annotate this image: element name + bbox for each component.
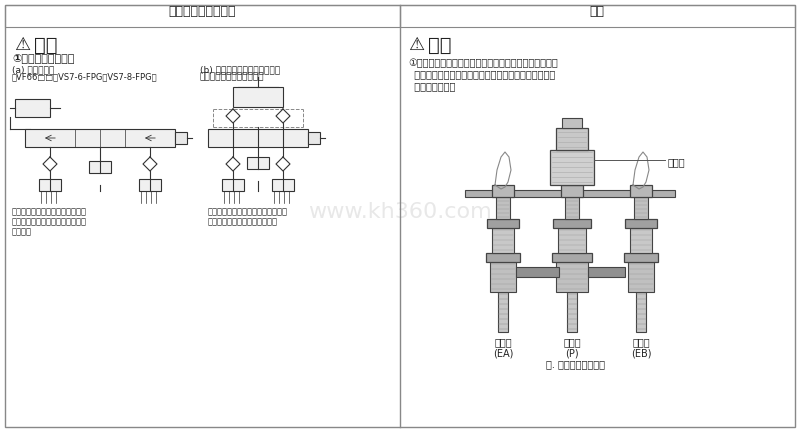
- Bar: [498, 292, 508, 332]
- Text: ①不能使用的回路例: ①不能使用的回路例: [12, 54, 74, 64]
- Text: 安装: 安装: [590, 5, 605, 18]
- Text: 由于排气节流阀的节流，残压的影
响使中位止回阀内的单向阀不能正
常动作。: 由于排气节流阀的节流，残压的影 响使中位止回阀内的单向阀不能正 常动作。: [12, 207, 87, 237]
- Text: ⚠: ⚠: [14, 36, 30, 54]
- Text: 设计上的注意／选定: 设计上的注意／选定: [168, 5, 236, 18]
- Bar: [558, 228, 586, 253]
- Bar: [625, 219, 657, 228]
- Bar: [562, 118, 582, 128]
- Text: 排气口
(EB): 排气口 (EB): [630, 337, 651, 359]
- Text: 图. 和接头干涉的图例: 图. 和接头干涉的图例: [546, 359, 605, 369]
- Text: 排气口
(EA): 排气口 (EA): [493, 337, 513, 359]
- Bar: [567, 292, 577, 332]
- Bar: [628, 262, 654, 292]
- Bar: [272, 179, 294, 191]
- Bar: [552, 253, 592, 262]
- Text: 由于排气节流阀的节流，残压的影响
使先导式单向阀不能正常动作。: 由于排气节流阀的节流，残压的影响 使先导式单向阀不能正常动作。: [208, 207, 288, 226]
- Text: ⚠: ⚠: [408, 36, 424, 54]
- Bar: [561, 185, 583, 197]
- Bar: [550, 150, 594, 185]
- Bar: [565, 197, 579, 219]
- Bar: [630, 228, 652, 253]
- Text: 电磁阀: 电磁阀: [668, 157, 686, 167]
- Bar: [486, 253, 520, 262]
- Bar: [465, 190, 675, 197]
- Bar: [233, 87, 283, 107]
- Bar: [25, 129, 175, 147]
- Bar: [556, 262, 588, 292]
- Bar: [588, 267, 625, 277]
- Bar: [487, 219, 519, 228]
- Bar: [5, 5, 400, 27]
- Bar: [490, 262, 516, 292]
- Text: (a) 中位止回阀: (a) 中位止回阀: [12, 65, 54, 74]
- Text: 加入先导式单向阀的回路。: 加入先导式单向阀的回路。: [200, 72, 265, 81]
- Bar: [496, 197, 510, 219]
- Text: (b) 在执行元件和电磁阀之间，: (b) 在执行元件和电磁阀之间，: [200, 65, 280, 74]
- Bar: [139, 179, 161, 191]
- Bar: [247, 157, 269, 169]
- Bar: [39, 179, 61, 191]
- Bar: [492, 228, 514, 253]
- Bar: [208, 129, 308, 147]
- Bar: [553, 219, 591, 228]
- Bar: [175, 132, 187, 144]
- Bar: [492, 185, 514, 197]
- Bar: [624, 253, 658, 262]
- Bar: [308, 132, 320, 144]
- Bar: [400, 5, 795, 27]
- Text: www.kh360.com: www.kh360.com: [308, 202, 492, 222]
- Bar: [222, 179, 244, 191]
- Bar: [634, 197, 648, 219]
- Bar: [636, 292, 646, 332]
- Text: 警告: 警告: [428, 36, 451, 55]
- Bar: [516, 267, 559, 277]
- Bar: [630, 185, 652, 197]
- Bar: [15, 99, 50, 117]
- Text: 供给口
(P): 供给口 (P): [563, 337, 581, 359]
- Text: ①电磁阀的接管通口上安装管接头的场合，如图所示，有
  可能和接头相互干涉导致无法安装。使用时应由样本上
  尺寸加以确认。: ①电磁阀的接管通口上安装管接头的场合，如图所示，有 可能和接头相互干涉导致无法安…: [408, 58, 558, 91]
- Text: （VF66□□，VS7-6-FPG，VS7-8-FPG）: （VF66□□，VS7-6-FPG，VS7-8-FPG）: [12, 72, 158, 81]
- Bar: [556, 128, 588, 150]
- Text: 警告: 警告: [34, 36, 58, 55]
- Bar: [89, 161, 111, 173]
